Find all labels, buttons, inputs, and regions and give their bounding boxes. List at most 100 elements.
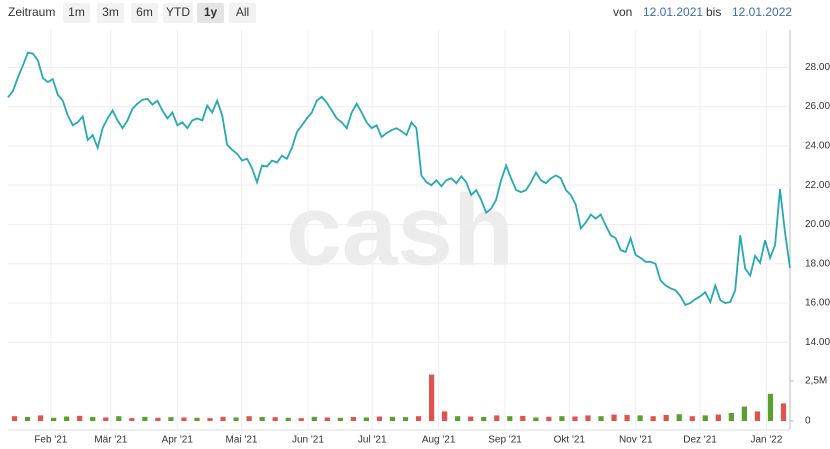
volume-bar (142, 416, 148, 421)
x-tick-label: Mär '21 (94, 435, 127, 446)
volume-bar (207, 418, 213, 421)
volume-bar (181, 417, 187, 421)
volume-bar (11, 416, 18, 421)
volume-bar (376, 416, 383, 421)
range-button[interactable] (131, 3, 158, 23)
volume-bar (246, 416, 252, 421)
volume-bar (103, 417, 109, 421)
volume-bar (728, 413, 734, 421)
range-button[interactable] (97, 3, 124, 23)
volume-bar (611, 414, 617, 421)
volume-bar (389, 416, 396, 421)
x-tick-label: Sep '21 (488, 435, 522, 446)
volume-bar (311, 416, 317, 421)
x-tick-label: Jun '21 (292, 435, 324, 446)
volume-bar (442, 411, 448, 421)
volume-bar (116, 416, 122, 421)
volume-bar (272, 417, 278, 421)
y-tick-label: 18.00 (805, 258, 830, 269)
volume-bar (468, 416, 474, 421)
volume-bar (194, 417, 200, 421)
volume-bar (572, 416, 578, 421)
volume-bar (650, 416, 656, 421)
volume-bar (428, 374, 435, 421)
volume-bar (559, 416, 565, 421)
volume-bar (350, 417, 356, 421)
y-tick-label: 14.00 (805, 337, 830, 348)
to-label: bis (706, 5, 721, 19)
volume-bar (455, 416, 461, 421)
y-tick-label: 28.00 (805, 62, 830, 73)
volume-bar (24, 417, 31, 421)
volume-bar (415, 416, 422, 421)
watermark: cash (286, 174, 514, 286)
price-line (7, 51, 791, 307)
volume-bar (77, 415, 83, 421)
from-label: von (613, 5, 632, 19)
y-tick-label: 2,5M (805, 376, 827, 387)
x-tick-label: Nov '21 (619, 435, 653, 446)
y-tick-label: 0 (805, 416, 811, 427)
range-label[interactable]: 1y (204, 5, 218, 19)
toolbar-label: Zeitraum (8, 5, 55, 19)
x-tick-label: Okt '21 (554, 435, 586, 446)
range-label[interactable]: 6m (136, 5, 153, 19)
range-button[interactable] (229, 3, 256, 23)
volume-bar (51, 417, 57, 421)
volume-bar (324, 417, 330, 421)
volume-bar (702, 415, 708, 421)
x-tick-label: Mai '21 (226, 435, 258, 446)
from-date[interactable]: 12.01.2021 (643, 5, 703, 19)
x-tick-label: Jul '21 (358, 435, 387, 446)
volume-bar (64, 416, 70, 421)
y-tick-label: 22.00 (805, 180, 830, 191)
volume-bar (780, 403, 787, 421)
volume-bar (585, 415, 591, 421)
volume-bar (598, 416, 604, 421)
x-tick-label: Apr '21 (162, 435, 194, 446)
range-button[interactable] (163, 3, 193, 23)
volume-bar (533, 417, 539, 421)
range-label[interactable]: All (236, 5, 249, 19)
to-date[interactable]: 12.01.2022 (732, 5, 792, 19)
volume-bar (520, 415, 526, 421)
range-label[interactable]: YTD (166, 5, 190, 19)
volume-bar (715, 414, 721, 421)
x-tick-label: Aug '21 (422, 435, 456, 446)
volume-bar (233, 417, 239, 421)
volume-bar (168, 417, 174, 421)
volume-bar (689, 416, 695, 421)
range-button[interactable] (63, 3, 90, 23)
volume-bar (129, 418, 135, 421)
volume-bar (546, 416, 552, 421)
x-tick-label: Jan '22 (750, 435, 782, 446)
volume-bar (155, 417, 161, 421)
x-tick-label: Dez '21 (683, 435, 717, 446)
y-tick-label: 26.00 (805, 101, 830, 112)
volume-bar (90, 417, 96, 421)
volume-bar (285, 417, 291, 421)
volume-bar (494, 415, 500, 421)
volume-bar (298, 418, 304, 421)
volume-bar (676, 414, 682, 421)
volume-bar (624, 414, 630, 421)
volume-bar (481, 417, 487, 421)
y-tick-label: 20.00 (805, 219, 830, 230)
volume-bar (220, 416, 226, 421)
volume-bar (337, 417, 343, 421)
volume-bar (402, 417, 409, 421)
range-button[interactable] (197, 3, 224, 23)
volume-bar (37, 415, 44, 421)
volume-bar (507, 416, 513, 421)
x-tick-label: Feb '21 (34, 435, 67, 446)
range-label[interactable]: 1m (68, 5, 85, 19)
volume-bar (741, 406, 747, 421)
volume-bar (754, 411, 761, 421)
volume-bar (259, 417, 265, 421)
y-tick-label: 16.00 (805, 298, 830, 309)
volume-bar (767, 393, 774, 421)
y-tick-label: 24.00 (805, 141, 830, 152)
volume-bar (637, 415, 643, 421)
range-label[interactable]: 3m (102, 5, 119, 19)
